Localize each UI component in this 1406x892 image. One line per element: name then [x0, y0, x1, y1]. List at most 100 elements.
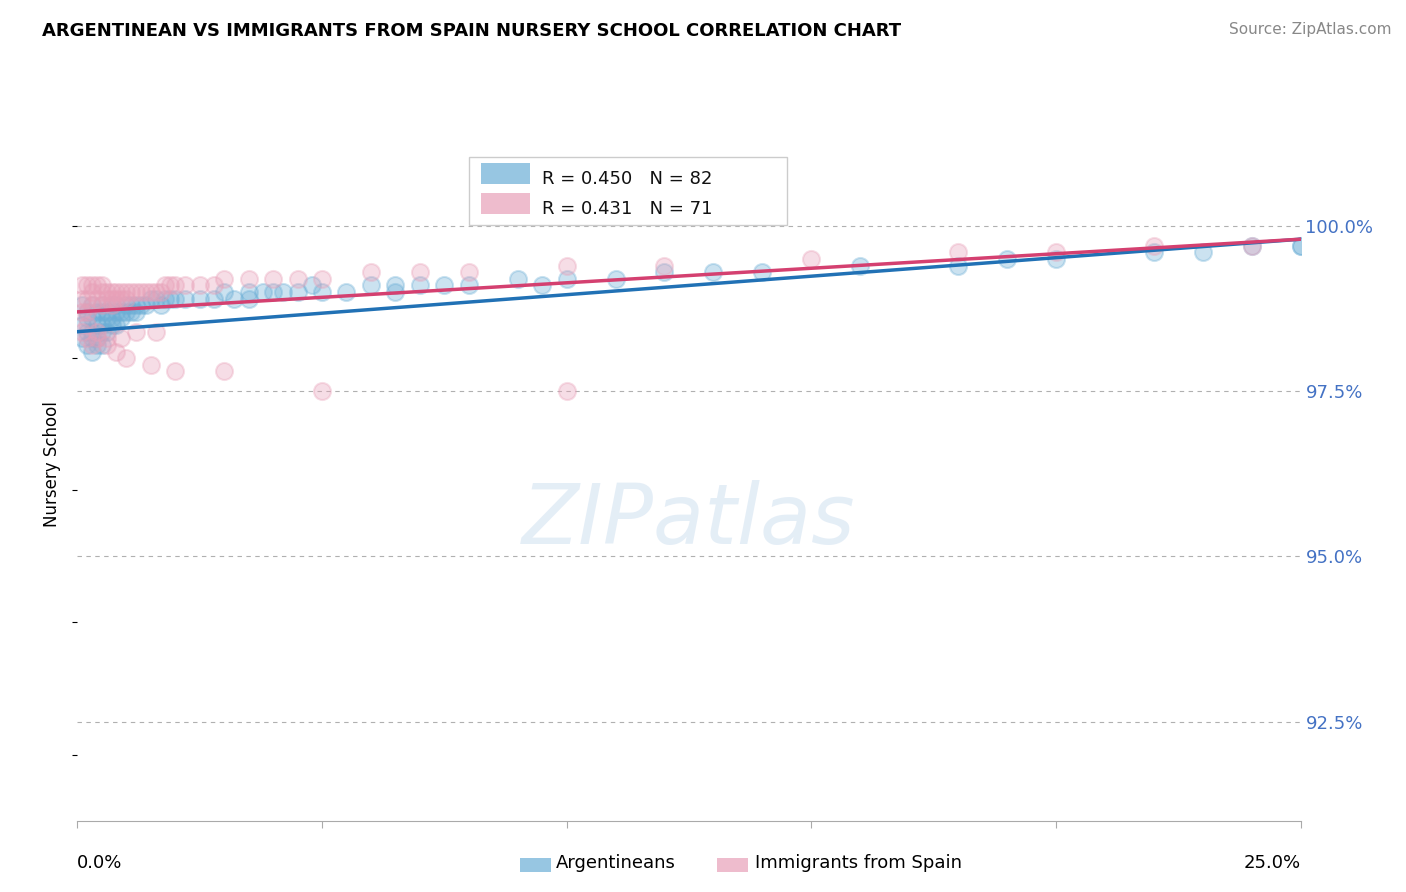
Point: [384, 285, 406, 299]
Text: Argentineans: Argentineans: [555, 855, 675, 872]
Point: [384, 278, 406, 293]
Point: [70, 318, 93, 332]
Point: [555, 259, 578, 273]
Point: [212, 364, 235, 378]
Point: [188, 278, 211, 293]
Point: [555, 272, 578, 286]
Point: [76, 331, 98, 345]
Point: [96, 285, 118, 299]
Point: [149, 298, 172, 312]
Text: ZIPatlas: ZIPatlas: [522, 481, 856, 561]
Point: [605, 272, 627, 286]
Point: [409, 278, 432, 293]
Point: [212, 285, 235, 299]
Point: [139, 292, 162, 306]
Text: 0.0%: 0.0%: [77, 854, 122, 871]
Point: [110, 311, 132, 326]
Point: [120, 298, 142, 312]
Point: [120, 285, 142, 299]
Point: [96, 292, 118, 306]
Point: [100, 298, 122, 312]
Point: [174, 292, 197, 306]
Point: [155, 292, 177, 306]
Point: [96, 338, 118, 352]
Point: [1240, 239, 1263, 253]
Point: [100, 285, 122, 299]
Point: [70, 331, 93, 345]
Point: [86, 338, 108, 352]
Point: [80, 311, 103, 326]
Point: [238, 272, 260, 286]
Point: [165, 278, 187, 293]
Point: [1240, 239, 1263, 253]
Point: [80, 325, 103, 339]
Point: [90, 318, 112, 332]
Point: [100, 292, 122, 306]
Point: [654, 265, 676, 279]
Point: [110, 292, 132, 306]
Point: [86, 325, 108, 339]
Point: [115, 285, 138, 299]
Point: [110, 305, 132, 319]
Point: [555, 384, 578, 399]
Point: [287, 285, 309, 299]
Point: [105, 298, 128, 312]
Point: [105, 318, 128, 332]
Point: [139, 358, 162, 372]
Text: 25.0%: 25.0%: [1243, 854, 1301, 871]
Point: [202, 278, 225, 293]
Point: [335, 285, 357, 299]
Point: [457, 265, 479, 279]
Point: [212, 272, 235, 286]
Point: [174, 278, 197, 293]
Point: [301, 278, 323, 293]
Point: [457, 278, 479, 293]
Point: [100, 298, 122, 312]
Point: [90, 338, 112, 352]
Point: [1191, 245, 1213, 260]
Point: [654, 259, 676, 273]
Point: [751, 265, 773, 279]
Point: [76, 278, 98, 293]
Point: [115, 292, 138, 306]
Point: [80, 278, 103, 293]
Point: [252, 285, 274, 299]
Point: [80, 344, 103, 359]
Point: [70, 298, 93, 312]
Point: [1289, 239, 1312, 253]
Point: [188, 292, 211, 306]
Point: [70, 325, 93, 339]
Point: [360, 278, 382, 293]
Text: Source: ZipAtlas.com: Source: ZipAtlas.com: [1229, 22, 1392, 37]
Point: [702, 265, 724, 279]
Point: [311, 272, 333, 286]
Point: [80, 298, 103, 312]
Point: [145, 292, 167, 306]
Point: [90, 298, 112, 312]
Point: [105, 292, 128, 306]
Point: [159, 292, 181, 306]
Point: [238, 292, 260, 306]
Point: [90, 298, 112, 312]
Point: [96, 325, 118, 339]
Point: [76, 305, 98, 319]
Point: [90, 285, 112, 299]
Text: Immigrants from Spain: Immigrants from Spain: [755, 855, 962, 872]
Point: [129, 285, 152, 299]
Point: [70, 292, 93, 306]
Point: [262, 285, 284, 299]
Point: [90, 305, 112, 319]
Point: [86, 278, 108, 293]
Text: R = 0.450   N = 82: R = 0.450 N = 82: [543, 169, 713, 188]
Point: [135, 285, 157, 299]
Point: [86, 292, 108, 306]
Bar: [481, 193, 530, 214]
Point: [271, 285, 294, 299]
Point: [165, 364, 187, 378]
Point: [80, 331, 103, 345]
Point: [96, 311, 118, 326]
Point: [86, 305, 108, 319]
Point: [262, 272, 284, 286]
Point: [506, 272, 529, 286]
Point: [360, 265, 382, 279]
